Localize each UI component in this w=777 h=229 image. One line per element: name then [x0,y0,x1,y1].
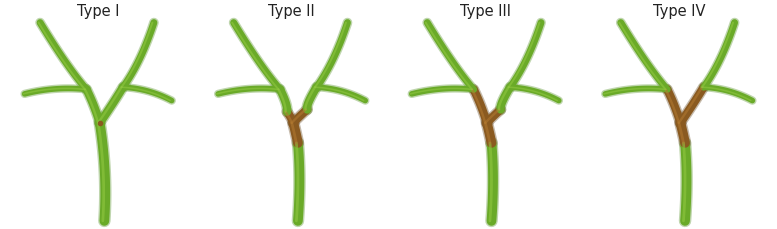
Text: Type III: Type III [460,4,510,19]
Text: Type I: Type I [77,4,120,19]
Text: Type IV: Type IV [653,4,705,19]
Text: Type II: Type II [268,4,315,19]
